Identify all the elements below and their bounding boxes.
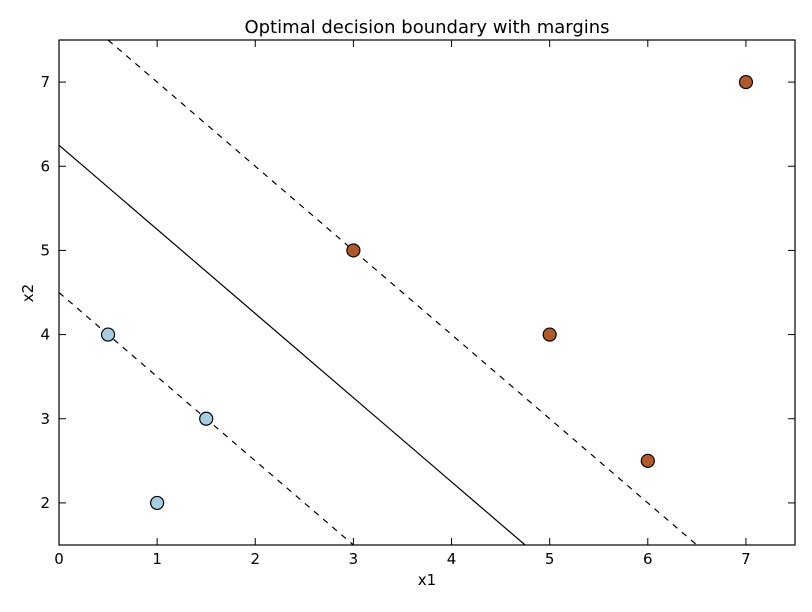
- x-tick-label: 5: [545, 550, 555, 568]
- y-axis: 2 3 4 5 6 7: [40, 73, 795, 512]
- data-point-series-2: [738, 74, 754, 90]
- data-point-series-2: [346, 243, 361, 258]
- y-tick-label: 5: [40, 241, 50, 259]
- y-axis-label: x2: [19, 284, 37, 302]
- y-tick-label: 4: [40, 326, 50, 344]
- data-point-series-1: [100, 327, 116, 342]
- x-tick-label: 1: [152, 550, 162, 568]
- points-layer: [100, 74, 754, 511]
- plot-frame: [58, 39, 796, 546]
- x-tick-label: 6: [643, 550, 653, 568]
- x-tick-label: 7: [741, 550, 751, 568]
- y-tick-label: 6: [40, 157, 50, 175]
- x-axis: 0 1 2 3 4 5 6 7: [54, 40, 751, 568]
- y-tick-label: 7: [40, 73, 50, 91]
- x-tick-label: 2: [250, 550, 260, 568]
- data-point-series-2: [542, 327, 557, 342]
- lines-layer: [59, 40, 698, 545]
- x-tick-label: 3: [349, 550, 359, 568]
- chart-title: Optimal decision boundary with margins: [244, 17, 609, 38]
- x-tick-label: 4: [447, 550, 457, 568]
- y-tick-label: 2: [40, 494, 50, 512]
- data-point-series-1: [150, 495, 165, 511]
- y-tick-label: 3: [40, 410, 50, 428]
- x-tick-label: 0: [54, 550, 64, 568]
- margin-upper-line: [107, 40, 698, 545]
- x-axis-label: x1: [418, 571, 436, 589]
- data-point-series-1: [199, 411, 214, 426]
- data-point-series-2: [640, 453, 655, 468]
- decision-boundary-line: [59, 144, 526, 545]
